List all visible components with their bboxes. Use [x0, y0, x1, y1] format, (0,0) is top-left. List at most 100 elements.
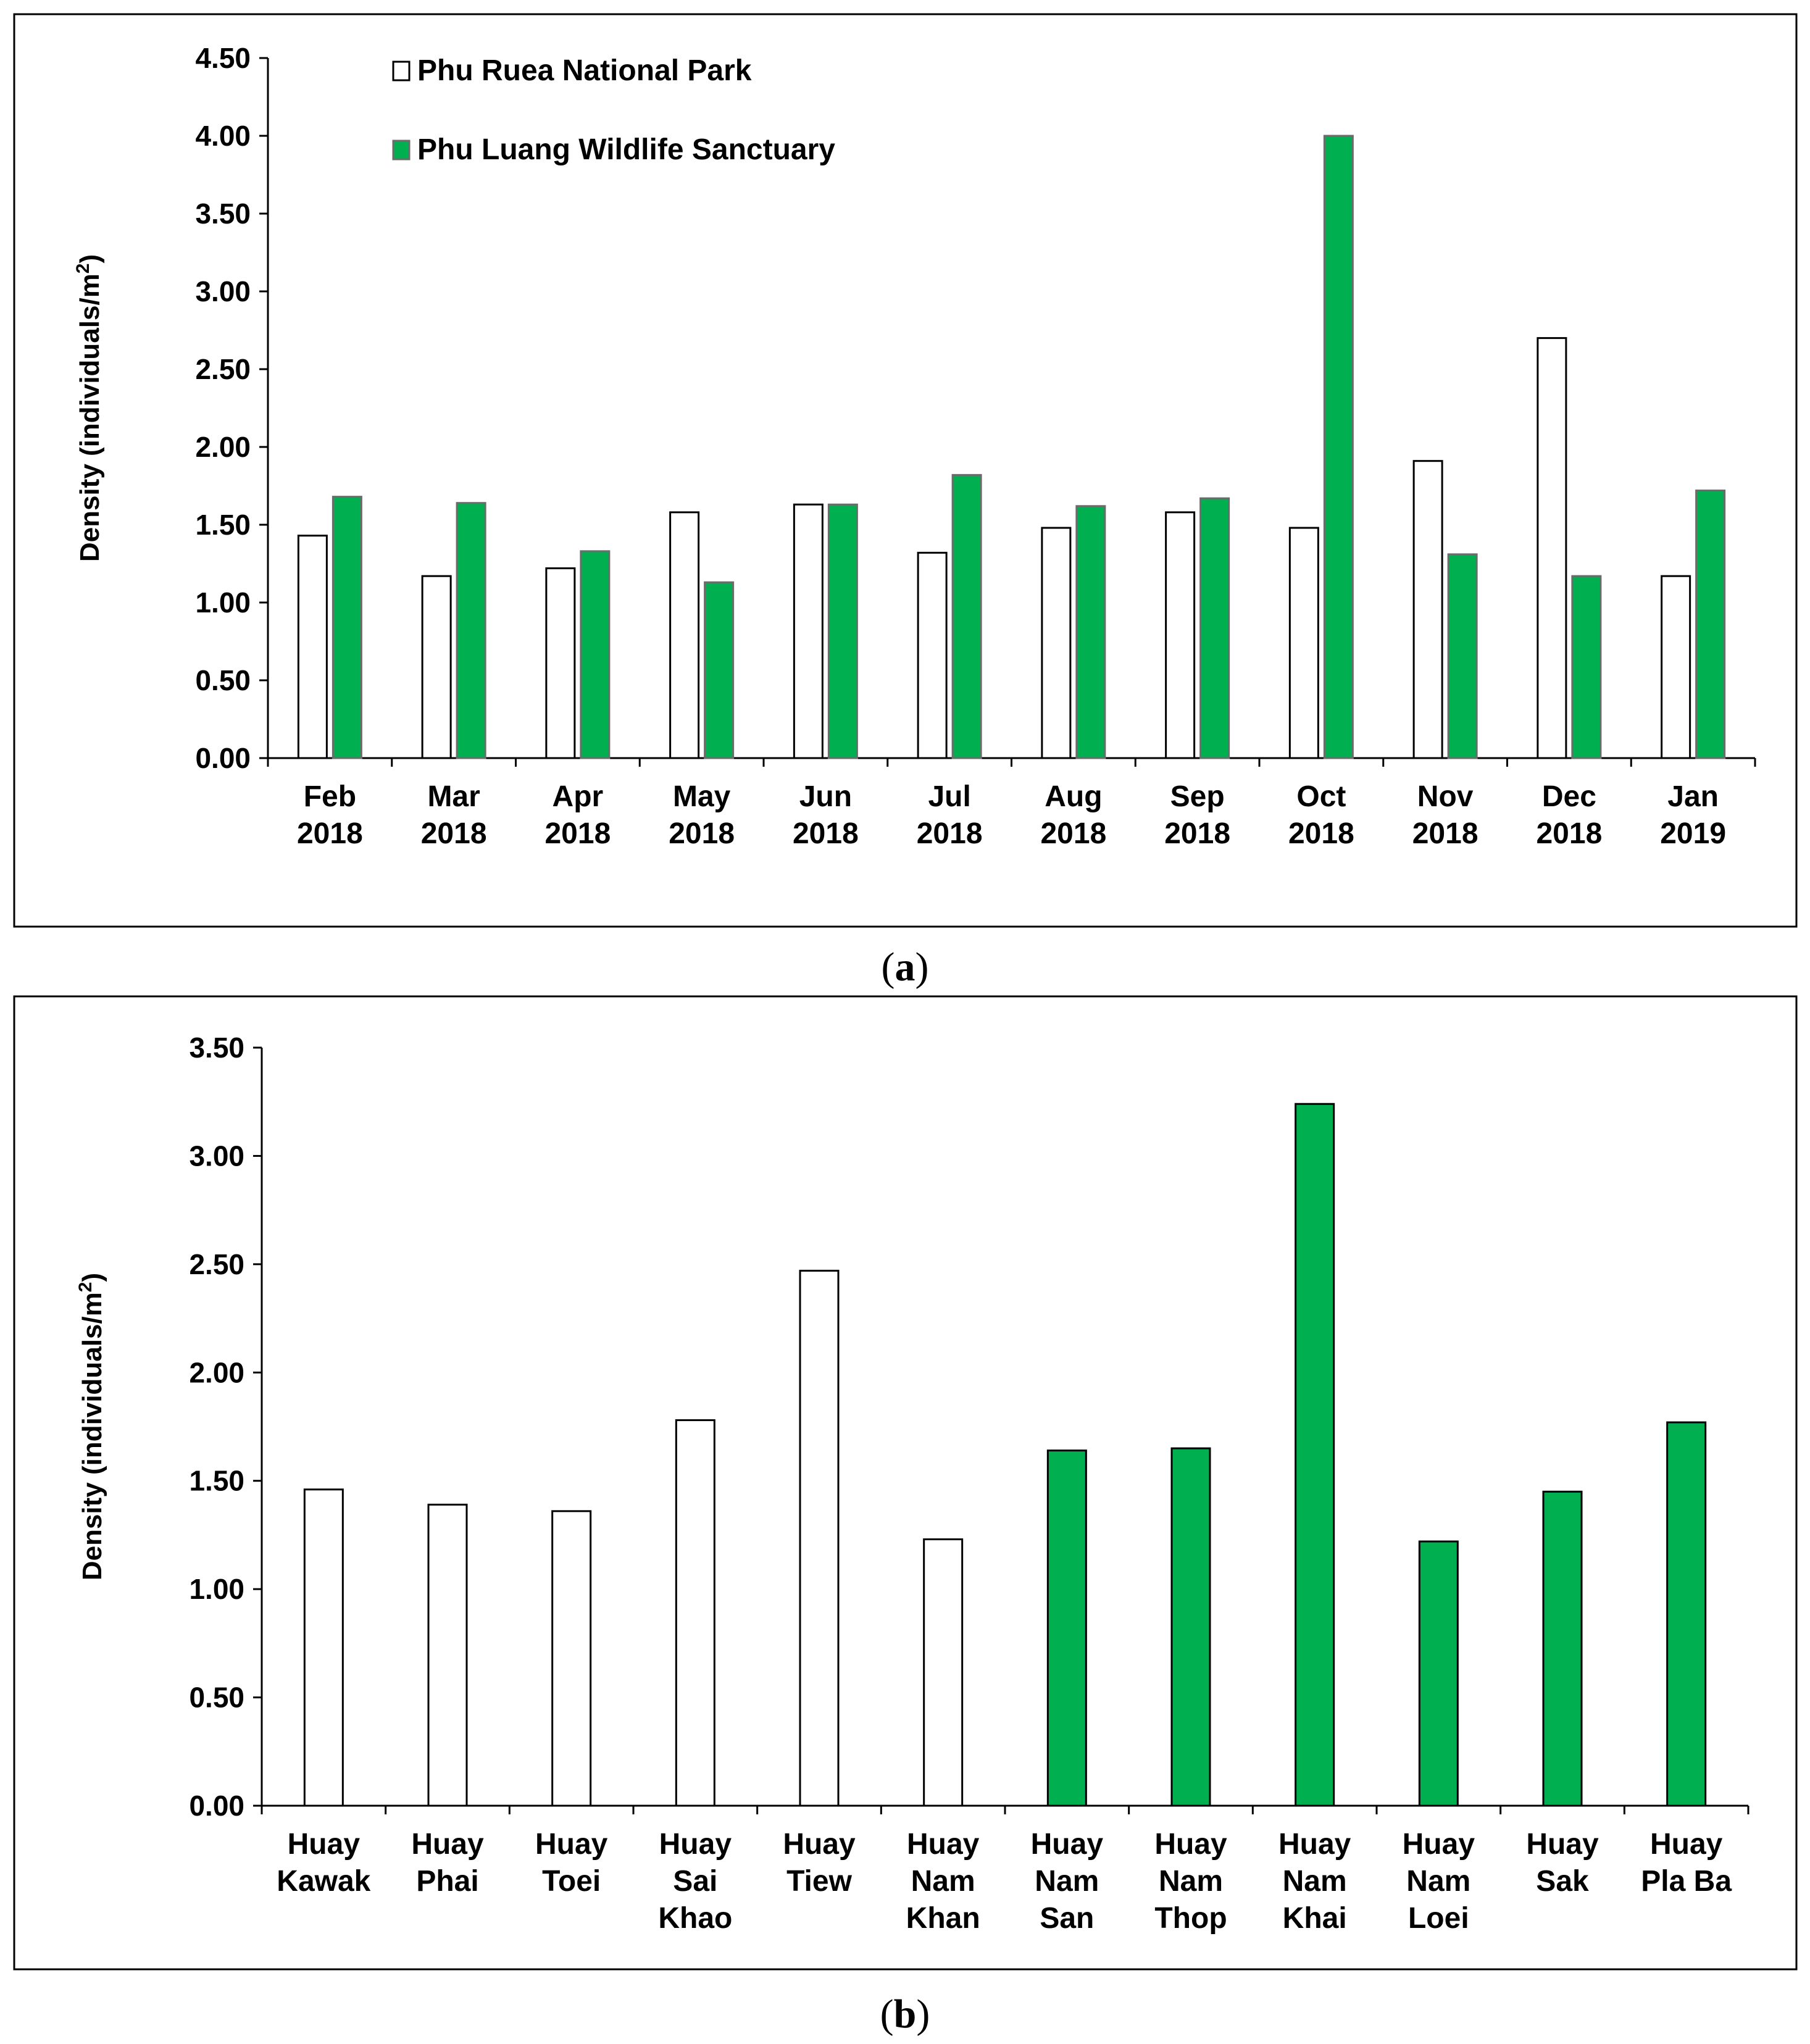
bar-phu-ruea — [793, 503, 824, 759]
x-category-label: Pla Ba — [1641, 1865, 1732, 1898]
bar-phu-luang — [1571, 575, 1602, 759]
x-category-label: May — [673, 780, 731, 813]
y-tick-label: 0.50 — [195, 664, 251, 696]
x-category-label: Nam — [1035, 1865, 1099, 1898]
x-category-label: 2018 — [1536, 817, 1602, 850]
y-tick-label: 4.50 — [195, 42, 251, 74]
panel-b-frame — [13, 995, 1798, 1971]
x-category-label: Nov — [1417, 780, 1474, 813]
y-tick-label: 3.50 — [189, 1032, 244, 1064]
x-category-label: 2018 — [793, 817, 859, 850]
x-category-label: 2018 — [544, 817, 611, 850]
y-tick-label: 2.50 — [189, 1248, 244, 1280]
x-category-label: Tiew — [786, 1865, 852, 1898]
bar — [1542, 1490, 1583, 1807]
y-tick-label: 2.00 — [195, 431, 251, 463]
x-category-label: Huay — [1403, 1828, 1475, 1861]
bar-phu-luang — [1075, 505, 1106, 759]
bar-phu-luang — [827, 503, 858, 759]
bar-phu-ruea — [545, 567, 576, 759]
x-category-label: Thop — [1154, 1902, 1227, 1935]
bar-phu-luang — [1323, 135, 1354, 759]
x-category-label: Huay — [1278, 1828, 1351, 1861]
x-category-label: Loei — [1408, 1902, 1469, 1935]
x-category-label: Sai — [673, 1865, 717, 1898]
y-tick-label: 3.00 — [189, 1140, 244, 1172]
x-category-label: 2018 — [669, 817, 735, 850]
x-category-label: Mar — [427, 780, 480, 813]
bar — [923, 1538, 964, 1807]
bar — [1295, 1103, 1335, 1807]
bar-phu-ruea — [1041, 527, 1072, 759]
x-category-label: 2018 — [421, 817, 487, 850]
x-category-label: 2018 — [1164, 817, 1230, 850]
x-category-label: Sep — [1170, 780, 1225, 813]
y-tick-label: 4.00 — [195, 120, 251, 152]
x-category-label: Nam — [1283, 1865, 1347, 1898]
y-axis-title: Density (individuals/m2) — [73, 254, 105, 562]
legend-swatch — [392, 140, 411, 161]
y-tick-label: 0.00 — [189, 1790, 244, 1822]
bar-phu-luang — [1199, 497, 1230, 759]
x-category-label: Nam — [1159, 1865, 1223, 1898]
bar — [1046, 1450, 1087, 1807]
bar-phu-ruea — [1288, 527, 1319, 759]
panel-b-caption: (b) — [880, 1992, 930, 2037]
y-axis-title: Density (individuals/m2) — [75, 1273, 107, 1580]
x-category-label: Huay — [659, 1828, 732, 1861]
panel-a-frame — [13, 13, 1798, 928]
x-category-label: Huay — [1154, 1828, 1227, 1861]
bar-phu-luang — [951, 473, 982, 759]
x-category-label: Toei — [542, 1865, 601, 1898]
x-category-label: Huay — [1031, 1828, 1104, 1861]
bar — [675, 1419, 715, 1807]
panel-a-caption: (a) — [882, 945, 929, 990]
y-tick-label: 0.00 — [195, 742, 251, 774]
bar — [1666, 1421, 1707, 1807]
x-category-label: 2018 — [917, 817, 983, 850]
y-tick-label: 1.00 — [189, 1573, 244, 1605]
bar — [799, 1269, 840, 1807]
x-category-label: 2018 — [297, 817, 363, 850]
bar — [1170, 1447, 1211, 1807]
bar — [551, 1510, 592, 1807]
bar-phu-luang — [704, 581, 735, 759]
legend-swatch — [392, 60, 411, 81]
bar-phu-ruea — [1412, 460, 1443, 759]
bar-phu-ruea — [421, 575, 452, 759]
panel-a-chart: 0.00 0.50 1.00 1.50 2.00 2.50 3.00 3.50 4.00 4.50… — [73, 42, 1756, 850]
x-category-label: Huay — [783, 1828, 856, 1861]
bar — [303, 1488, 344, 1807]
x-category-label: Kawak — [277, 1865, 370, 1898]
x-category-label: Dec — [1542, 780, 1596, 813]
x-category-label: Huay — [1526, 1828, 1599, 1861]
x-category-label: San — [1040, 1902, 1094, 1935]
y-tick-label: 2.00 — [189, 1356, 244, 1388]
bar-phu-luang — [580, 550, 611, 759]
legend-label: Phu Luang Wildlife Sanctuary — [417, 133, 835, 166]
x-category-label: Khai — [1283, 1902, 1347, 1935]
x-category-label: Feb — [304, 780, 356, 813]
x-category-label: 2019 — [1660, 817, 1726, 850]
bar-phu-luang — [332, 496, 362, 759]
x-category-label: Huay — [411, 1828, 484, 1861]
x-category-label: Aug — [1045, 780, 1102, 813]
bar-phu-luang — [456, 502, 486, 759]
panel-b-chart: 0.00 0.50 1.00 1.50 2.00 2.50 3.00 3.50 Huay Kawa… — [75, 1032, 1750, 1935]
x-category-label: Huay — [288, 1828, 361, 1861]
y-tick-label: 1.50 — [189, 1465, 244, 1497]
y-tick-label: 3.50 — [195, 198, 251, 230]
x-category-label: Nam — [1406, 1865, 1470, 1898]
bar-phu-ruea — [669, 511, 700, 759]
x-category-label: Huay — [1650, 1828, 1723, 1861]
x-category-label: Nam — [911, 1865, 975, 1898]
x-category-label: Sak — [1536, 1865, 1589, 1898]
legend-label: Phu Ruea National Park — [417, 54, 752, 87]
bar-phu-ruea — [297, 535, 328, 759]
y-tick-label: 1.00 — [195, 586, 251, 619]
bar-phu-ruea — [1661, 575, 1691, 759]
y-tick-label: 1.50 — [195, 509, 251, 541]
x-category-label: Khan — [906, 1902, 980, 1935]
x-category-label: Oct — [1296, 780, 1346, 813]
